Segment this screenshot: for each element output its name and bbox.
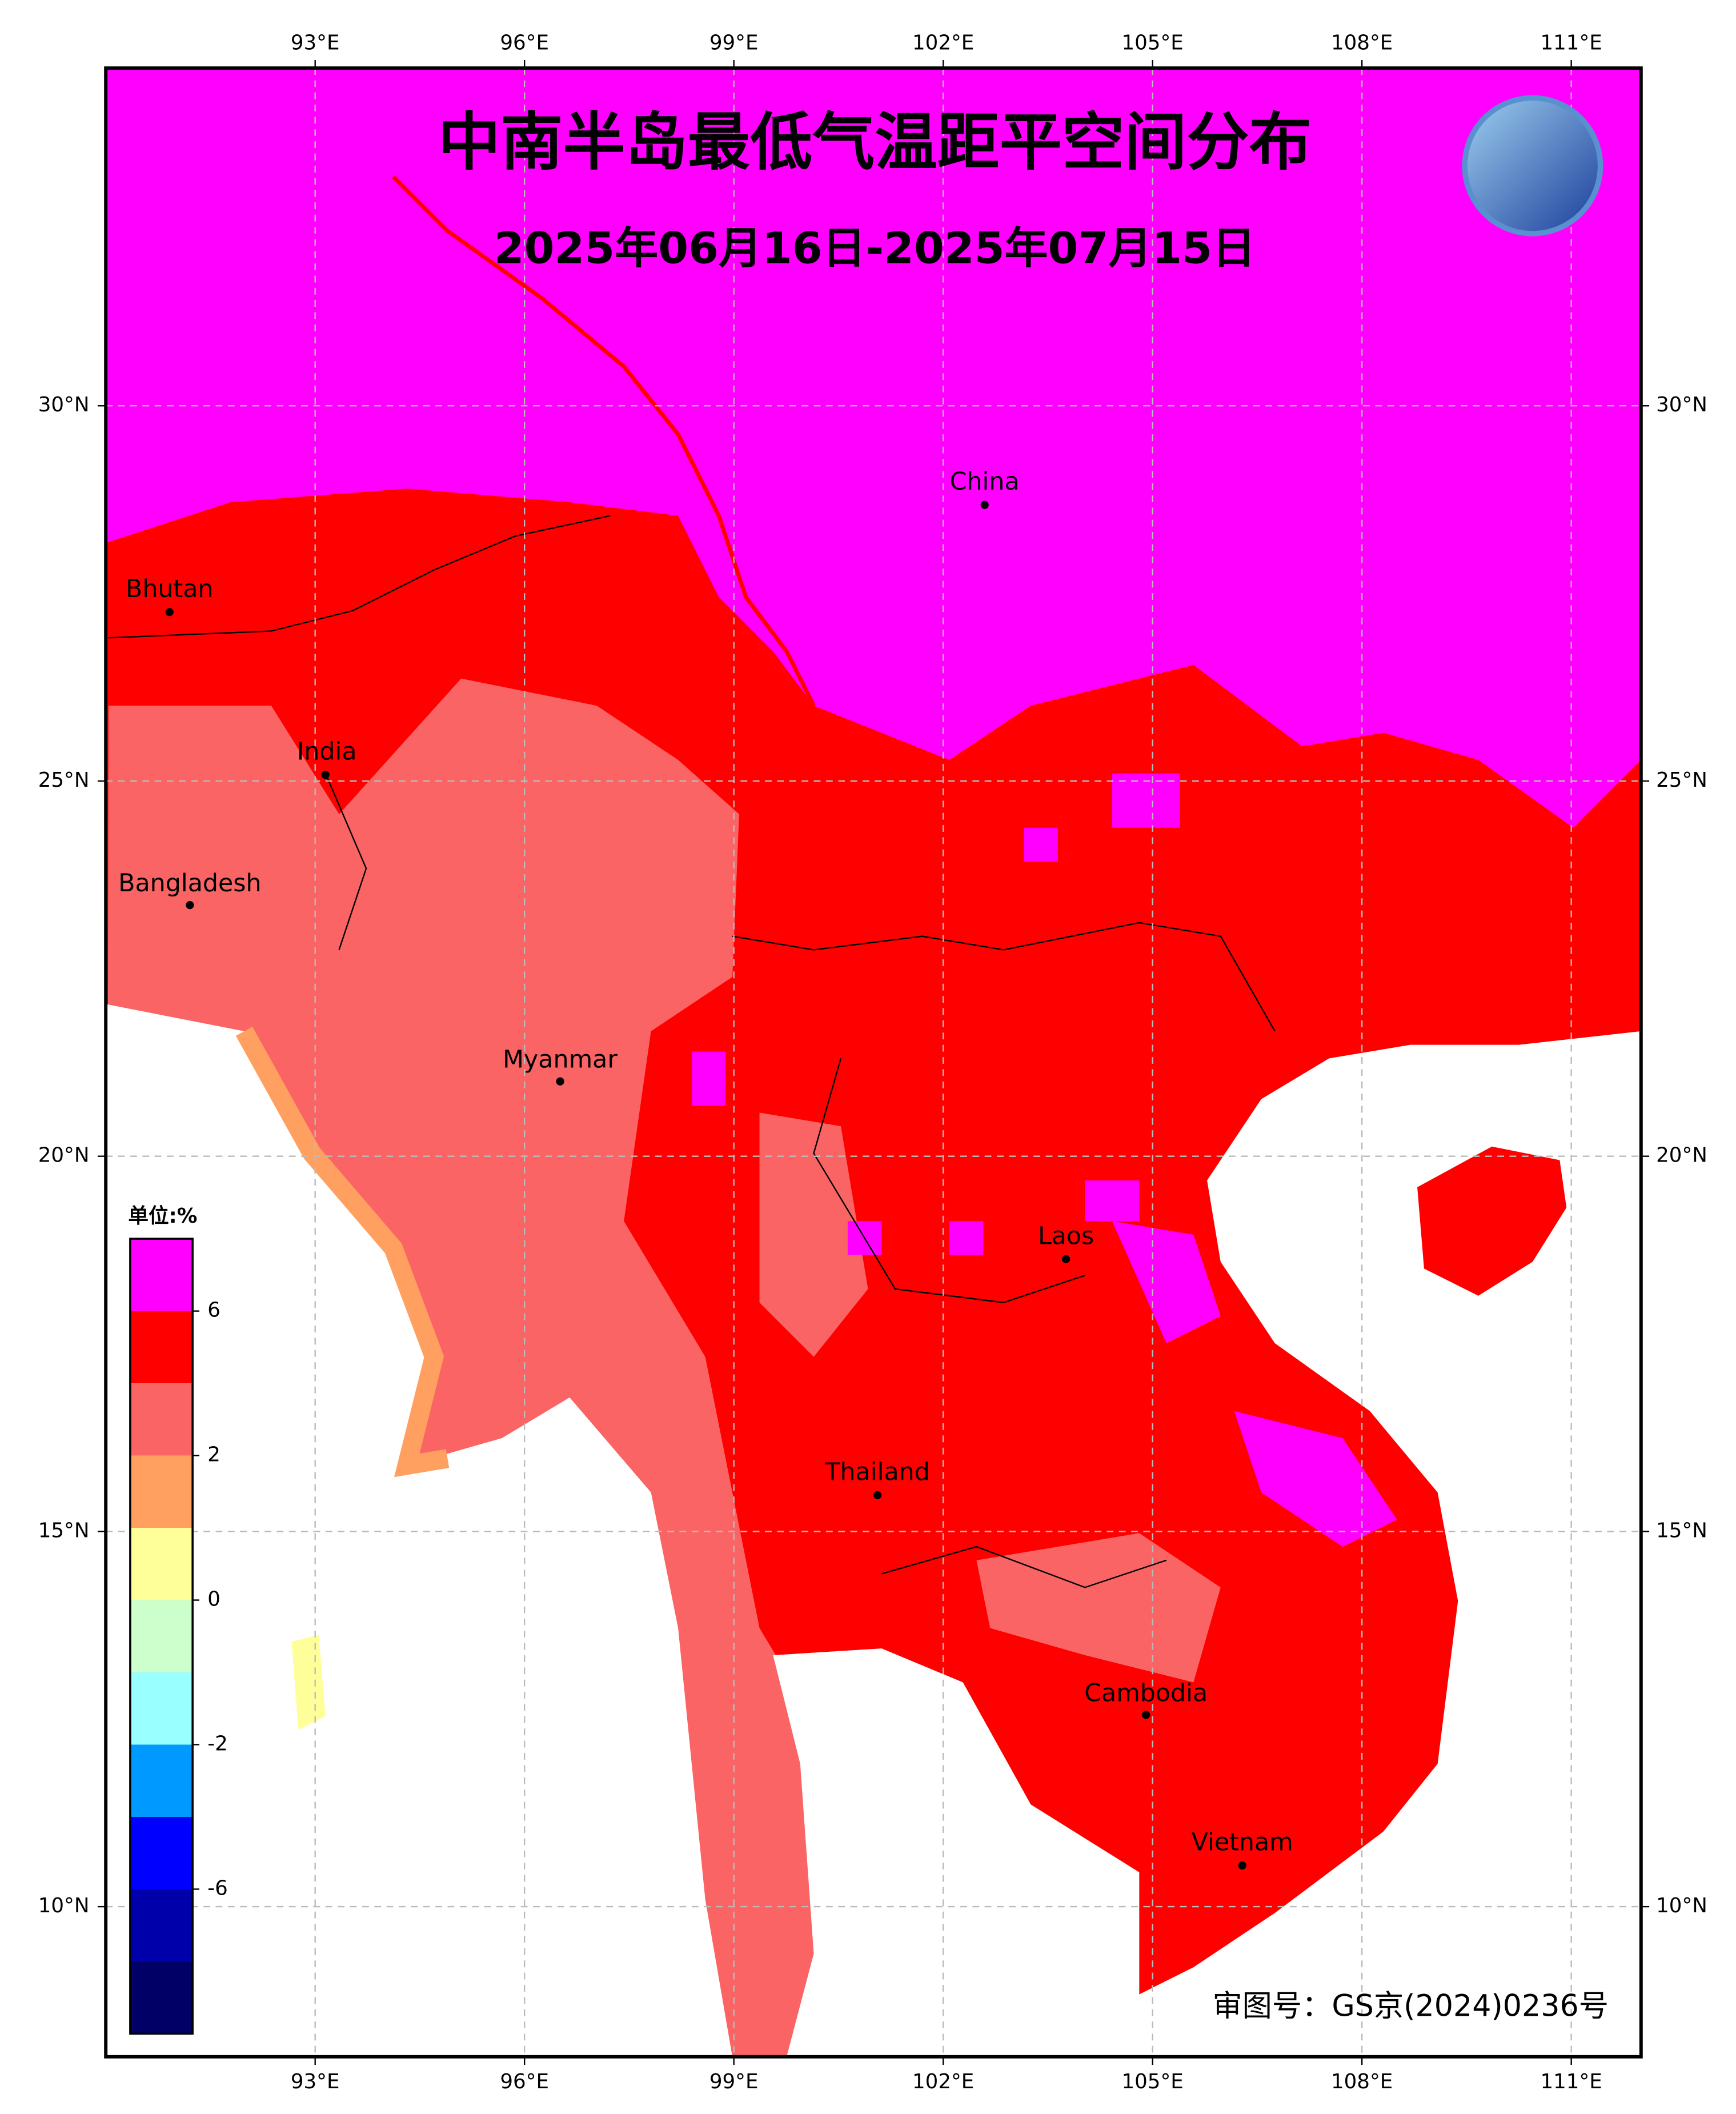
place-dot <box>556 1077 564 1086</box>
subtitle: 2025年06月16日-2025年07月15日 <box>494 223 1256 274</box>
legend-swatch <box>130 1961 193 2034</box>
island <box>291 1635 326 1730</box>
logo <box>1462 95 1603 237</box>
y-tick-label: 25°N <box>38 768 90 792</box>
map-field <box>106 68 1641 2057</box>
title: 中南半岛最低气温距平空间分布 <box>438 106 1312 179</box>
y-tick-label: 20°N <box>1656 1144 1707 1167</box>
place-dot <box>1142 1711 1150 1719</box>
x-tick-label: 96°E <box>500 31 549 54</box>
place-dot <box>1062 1255 1071 1263</box>
x-tick-label: 99°E <box>709 2070 759 2093</box>
coast-band <box>235 1026 450 1478</box>
place-label: Vietnam <box>1192 1828 1293 1857</box>
place-dot <box>980 501 989 509</box>
legend-swatch <box>130 1239 193 1311</box>
legend-tick-label: -6 <box>207 1876 228 1900</box>
legend-swatch <box>130 1528 193 1600</box>
y-tick-label: 25°N <box>1656 768 1707 792</box>
place-dot <box>321 771 330 779</box>
x-tick-label: 111°E <box>1540 31 1602 54</box>
x-tick-label: 99°E <box>709 31 759 54</box>
legend-swatch <box>130 1889 193 1961</box>
legend-title: 单位:% <box>128 1204 197 1228</box>
place-label: Laos <box>1038 1222 1094 1250</box>
x-tick-label: 93°E <box>291 31 340 54</box>
x-tick-label: 93°E <box>291 2070 340 2093</box>
place-dot <box>186 900 194 910</box>
place-dot <box>165 608 174 616</box>
legend-swatch <box>130 1816 193 1889</box>
x-tick-label: 105°E <box>1122 2070 1184 2093</box>
legend-swatch <box>130 1672 193 1745</box>
place-label: Bhutan <box>126 575 213 603</box>
y-tick-label: 30°N <box>1656 393 1707 417</box>
sea <box>773 1031 1641 2057</box>
y-tick-label: 15°N <box>1656 1519 1707 1542</box>
legend-swatch <box>130 1600 193 1673</box>
legend-swatch <box>130 1744 193 1817</box>
legend-tick-label: -2 <box>207 1732 228 1756</box>
legend: 单位:% 6 2 0 -2 -6 <box>128 1204 228 2035</box>
hainan <box>1417 1146 1567 1296</box>
x-tick-label: 102°E <box>912 2070 974 2093</box>
y-tick-label: 30°N <box>38 393 90 417</box>
credit: 审图号：GS京(2024)0236号 <box>1212 1989 1608 2023</box>
x-tick-label: 96°E <box>500 2070 549 2093</box>
places: China Bhutan India Bangladesh Myanmar La… <box>118 467 1293 1870</box>
legend-frame <box>129 1238 194 2035</box>
y-tick-label: 15°N <box>38 1519 90 1542</box>
border <box>108 515 1276 1588</box>
grid <box>106 68 1641 2057</box>
x-tick-label: 102°E <box>912 31 974 54</box>
x-tick-label: 108°E <box>1331 31 1393 54</box>
legend-swatch <box>130 1311 193 1384</box>
place-label: Bangladesh <box>118 869 261 898</box>
y-tick-label: 10°N <box>38 1894 90 1917</box>
sea <box>106 1004 733 2057</box>
legend-tick-label: 0 <box>207 1588 220 1611</box>
anomaly-patch <box>135 326 1397 1547</box>
y-tick-label: 20°N <box>38 1144 90 1167</box>
anomaly-field-salmon <box>759 1112 1221 1683</box>
place-label: India <box>297 738 357 766</box>
y-tick-label: 10°N <box>1656 1894 1707 1917</box>
legend-tick-label: 2 <box>207 1443 220 1467</box>
legend-tick-label: 6 <box>207 1299 220 1322</box>
place-label: Thailand <box>824 1458 929 1486</box>
place-label: China <box>950 467 1020 496</box>
place-label: Cambodia <box>1084 1679 1208 1707</box>
border <box>392 175 816 707</box>
x-tick-label: 108°E <box>1331 2070 1393 2093</box>
x-tick-label: 105°E <box>1122 31 1184 54</box>
place-dot <box>1238 1861 1246 1870</box>
place-label: Myanmar <box>503 1046 618 1074</box>
x-tick-label: 111°E <box>1540 2070 1602 2093</box>
place-dot <box>873 1491 882 1499</box>
legend-swatch <box>130 1455 193 1528</box>
map-frame <box>104 66 1643 2059</box>
legend-swatch <box>130 1383 193 1456</box>
